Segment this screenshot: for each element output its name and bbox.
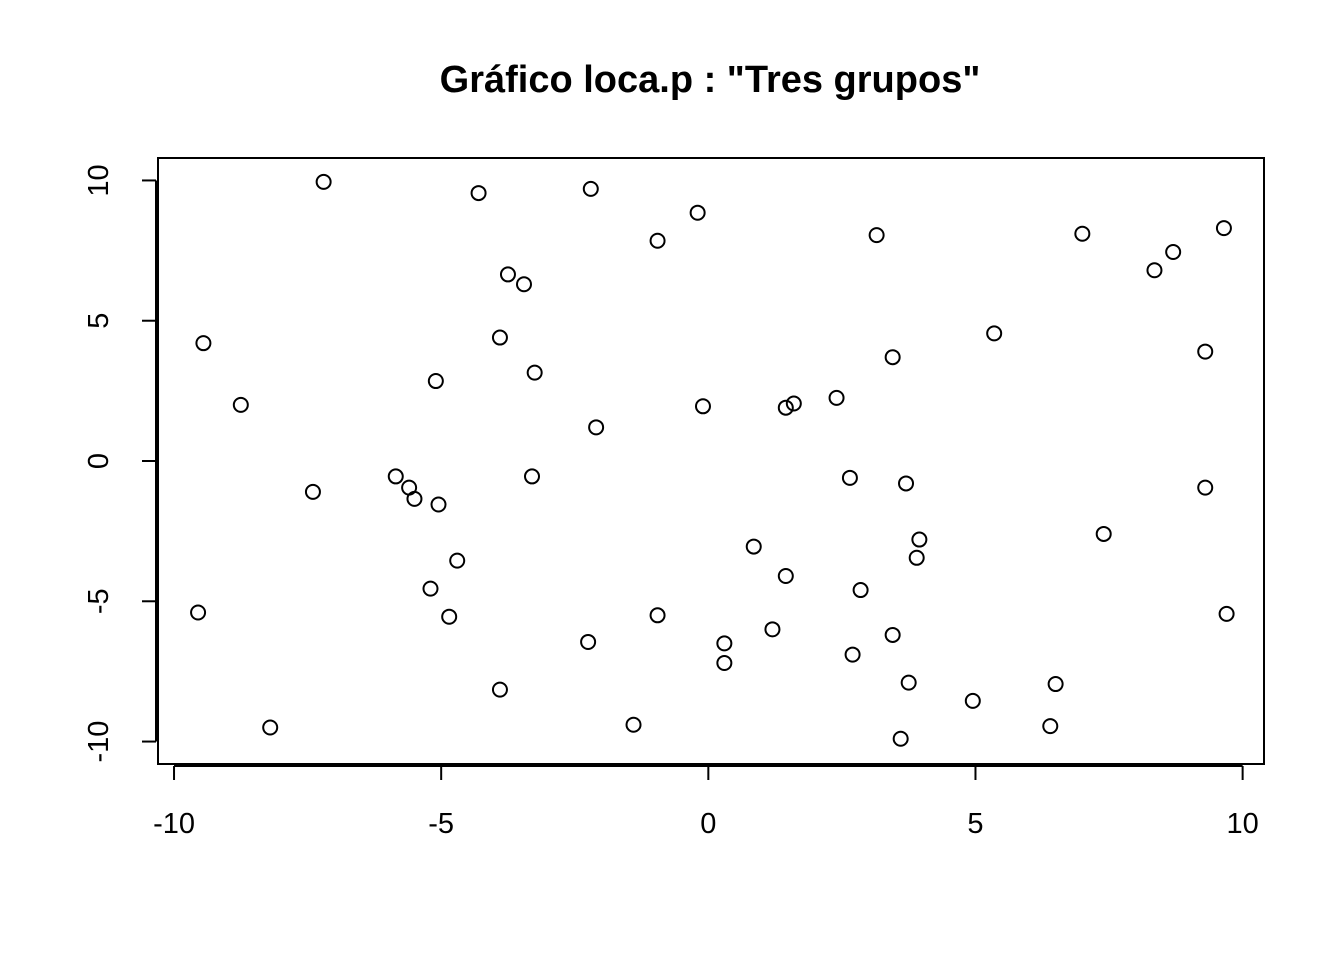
data-point [900,674,917,691]
data-point [262,719,279,736]
data-point [580,633,597,650]
data-point [777,399,794,416]
data-point [828,389,845,406]
data-point [190,604,207,621]
x-tick-label: 10 [1226,808,1258,840]
data-point [908,549,925,566]
data-point [387,468,404,485]
data-point [232,396,249,413]
data-point [1165,243,1182,260]
y-tick-label: 10 [83,164,115,196]
data-point [304,483,321,500]
x-tick-label: 5 [967,808,983,840]
x-tick-label: 0 [700,808,716,840]
data-point [689,204,706,221]
data-point [649,607,666,624]
data-point [1197,479,1214,496]
data-point [884,349,901,366]
data-point [1074,225,1091,242]
data-point [499,266,516,283]
data-point [649,232,666,249]
data-point [884,626,901,643]
data-point [1197,343,1214,360]
data-point [1215,220,1232,237]
data-point [315,173,332,190]
data-point [841,469,858,486]
data-point [716,655,733,671]
data-point [441,608,458,625]
data-point [515,276,532,293]
data-point [764,621,781,638]
data-point [526,364,543,381]
data-point [588,419,605,436]
data-point [986,325,1003,342]
data-point [777,568,794,585]
data-point [422,580,439,597]
data-point [195,335,212,352]
data-point [1218,605,1235,622]
data-point [449,552,466,569]
data-point [852,582,869,599]
y-tick-label: -10 [83,721,115,763]
x-axis: -10 -5 0 5 10 [153,765,1259,840]
data-point [1095,525,1112,542]
chart-title: Gráfico loca.p : "Tres grupos" [440,59,981,101]
y-tick-label: -5 [83,588,115,614]
data-point [745,538,762,555]
y-axis: -10 -5 0 5 10 [83,164,157,763]
data-point [491,329,508,346]
data-point [892,730,909,747]
data-point [491,681,508,698]
x-tick-label: -10 [153,808,195,840]
data-point [1146,262,1163,279]
data-point [427,373,444,390]
data-point [1042,718,1059,735]
plot-frame [157,157,1265,765]
data-points [190,173,1235,747]
data-point [406,490,423,507]
data-point [694,398,711,415]
data-point [716,635,733,652]
data-point [911,531,928,548]
y-tick-label: 5 [83,313,115,329]
data-point [964,692,981,709]
y-tick-label: 0 [83,453,115,469]
data-point [524,468,541,485]
data-point [582,180,599,197]
data-point [470,185,487,202]
data-point [844,646,861,663]
x-tick-label: -5 [428,808,454,840]
data-point [898,475,915,492]
data-point [625,716,642,733]
data-point [785,395,802,412]
data-point [1047,676,1064,693]
data-point [430,496,447,513]
data-point [868,227,885,244]
